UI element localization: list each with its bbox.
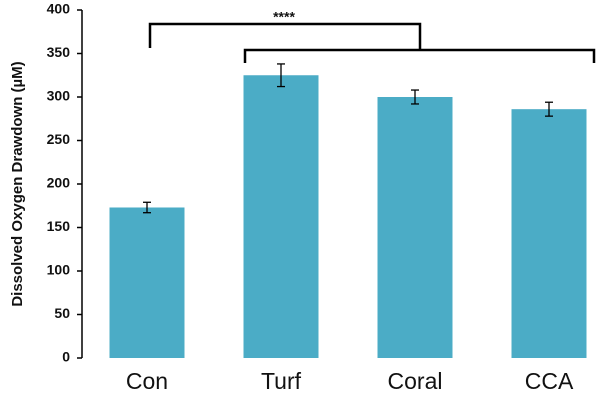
y-tick-label: 300	[47, 88, 71, 104]
y-tick-label: 100	[47, 262, 71, 278]
error-bar	[143, 201, 151, 214]
bar	[377, 97, 453, 358]
significance-brackets	[148, 22, 596, 63]
y-tick-label: 150	[47, 218, 71, 234]
y-tick-label: 400	[47, 1, 71, 17]
x-tick-label: Turf	[261, 368, 302, 394]
bar	[511, 109, 587, 359]
bracket	[243, 48, 596, 63]
error-bar	[545, 101, 553, 117]
y-axis-label: Dissolved Oxygen Drawdown (µM)	[9, 61, 26, 306]
bar	[109, 207, 185, 358]
x-tick-label: Coral	[388, 368, 443, 394]
y-tick-label: 0	[62, 349, 70, 365]
x-tick-label: CCA	[525, 368, 574, 394]
significance-label: ****	[273, 9, 295, 25]
y-tick-label: 200	[47, 175, 71, 191]
bar	[243, 75, 319, 358]
y-tick-label: 250	[47, 131, 71, 147]
bracket	[148, 22, 422, 50]
y-tick-label: 350	[47, 44, 71, 60]
x-tick-label: Con	[126, 368, 168, 394]
y-tick-label: 50	[54, 305, 70, 321]
error-bar	[277, 63, 285, 88]
error-bar	[411, 89, 419, 105]
